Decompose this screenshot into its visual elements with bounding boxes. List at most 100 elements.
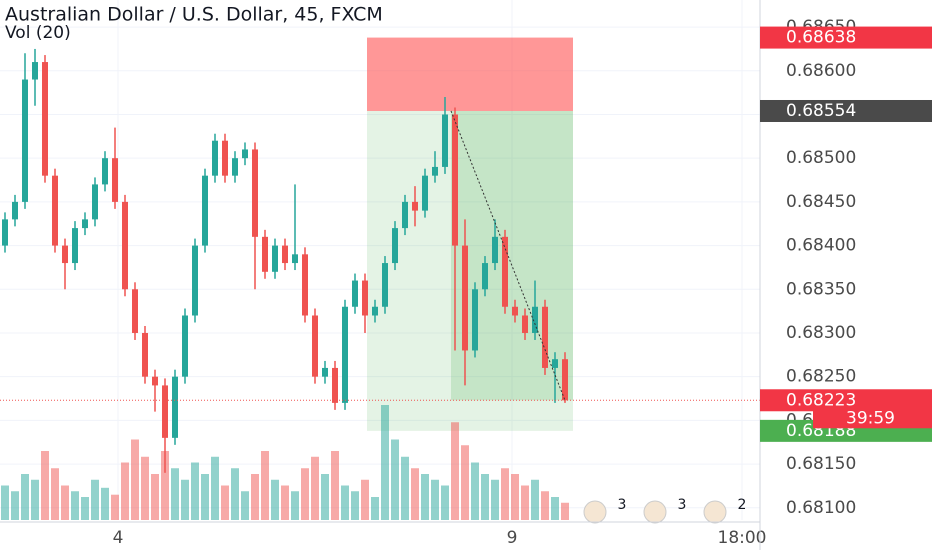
candle-body [372,306,378,316]
candle-body [472,289,478,351]
price-label-bg [760,389,932,412]
candle-body [562,359,568,401]
candle-body [192,245,198,316]
volume-bar [51,468,59,520]
volume-bar [21,474,29,520]
volume-bar [241,491,249,520]
candle-body [452,114,458,246]
volume-bar [341,485,349,520]
candle-body [102,158,108,185]
event-count: 3 [618,497,627,513]
countdown-bg [813,408,932,429]
candle-body [382,263,388,307]
volume-bar [301,468,309,520]
candle-body [202,175,208,246]
candle-body [302,254,308,316]
candle-body [32,62,38,80]
volume-bar [491,479,499,520]
volume-bar [81,497,89,520]
volume-bar [481,474,489,520]
volume-bar [211,456,219,520]
volume-bar [321,474,329,520]
volume-bar [171,468,179,520]
countdown: 39:59 [846,408,895,428]
price-label: 0.68554 [786,101,856,121]
volume-bar [181,479,189,520]
candle-body [352,280,358,307]
volume-bar [501,468,509,520]
plot: 3 3 2 [0,37,760,524]
candle-body [542,306,548,368]
candle-body [172,376,178,438]
volume-bar [421,474,429,520]
volume-bar [131,439,139,520]
y-tick-label: 0.68250 [786,367,856,387]
volume-bar [61,485,69,520]
volume-bar [201,474,209,520]
volume-bar [91,479,99,520]
candle-body [42,62,48,176]
candle-body [342,306,348,403]
candle-body [432,166,438,176]
volume-bar [351,491,359,520]
y-tick-label: 0.68150 [786,454,856,474]
candle-body [132,289,138,333]
volume-bar [431,479,439,520]
volume-bar [261,451,269,520]
volume-bar [451,422,459,520]
candle-body [312,315,318,377]
candle-body [532,306,538,333]
candle-body [332,367,338,403]
candle-body [282,245,288,264]
volume-bar [531,479,539,520]
candle-body [22,79,28,202]
event-icon [643,500,667,524]
volume-bar [71,491,79,520]
event-count: 3 [678,497,687,513]
volume-bar [411,468,419,520]
volume-bar [271,479,279,520]
x-tick-label: 4 [113,528,124,548]
volume-bar [221,485,229,520]
price-label: 0.68223 [786,390,856,410]
candle-body [152,376,158,386]
candle-body [412,201,418,211]
candle-body [502,236,508,307]
candle-body [552,359,558,368]
candle-body [72,228,78,264]
volume-bar [471,462,479,520]
volume-bar [561,502,569,520]
price-label-bg [760,26,932,49]
volume-bar [41,451,49,520]
candle-body [112,158,118,202]
volume-bar [101,487,109,520]
y-tick-label: 0.68400 [786,236,856,256]
candle-body [222,140,228,176]
candle-body [512,306,518,316]
event-icon [703,500,727,524]
volume-bar [121,462,129,520]
candle-body [252,149,258,237]
candle-body [122,201,128,290]
y-tick-label: 0.68450 [786,192,856,212]
y-tick-label: 0.68300 [786,323,856,343]
volume-bar [161,451,169,520]
volume-bar [11,491,19,520]
volume-bar [1,485,9,520]
candle-body [262,236,268,272]
candle-body [62,245,68,264]
grid: 4 9 18:00 [0,0,767,548]
volume-bar [521,485,529,520]
volume-bar [371,497,379,520]
volume-bar [381,405,389,520]
volume-bar [281,485,289,520]
chart-title: Australian Dollar / U.S. Dollar, 45, FXC… [5,4,383,26]
volume-bar [441,485,449,520]
candle-body [12,201,18,220]
volume-bar [331,451,339,520]
volume-bar [391,439,399,520]
candle-body [362,280,368,316]
volume-bar [511,474,519,520]
